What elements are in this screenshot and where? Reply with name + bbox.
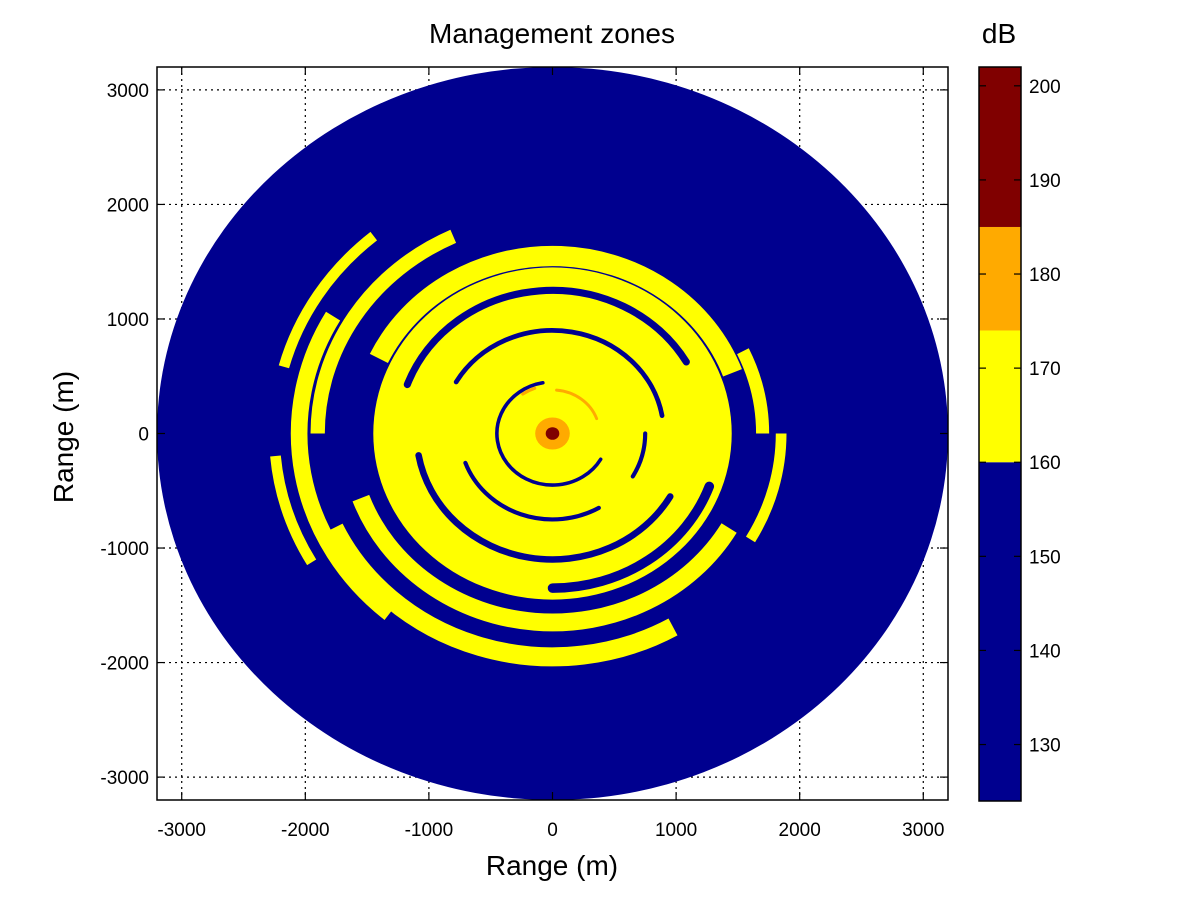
colorbar-band-0 (979, 462, 1021, 801)
x-tick-label-3: 0 (547, 820, 558, 841)
colorbar-tick-label-1: 140 (1029, 641, 1061, 662)
colorbar-band-1 (979, 330, 1021, 463)
zone-arc-yellow-4 (290, 311, 395, 620)
colorbar-tick-label-4: 170 (1029, 359, 1061, 380)
colorbar-tick-label-0: 130 (1029, 736, 1061, 757)
y-tick-label-1: -2000 (100, 654, 149, 675)
zone-arc-blue-5 (495, 380, 603, 487)
x-tick-label-5: 2000 (779, 820, 821, 841)
y-tick-label-5: 2000 (107, 195, 149, 216)
zone-arc-yellow-3 (325, 523, 678, 667)
colorbar-ticks: 130 140 150 160 170 180 190 200 (979, 77, 1061, 757)
chart-title: Management zones (429, 18, 675, 49)
colorbar-band-2 (979, 226, 1021, 331)
zone-arc-blue-2 (453, 328, 665, 418)
plot-area: -3000 -2000 -1000 0 1000 2000 3000 -3000-2000-… (100, 66, 949, 841)
zone-arc-blue-4 (630, 431, 648, 479)
x-tick-label-1: -2000 (281, 820, 330, 841)
colorbar: 130 140 150 160 170 180 190 200 dB (978, 18, 1061, 802)
zone-arc-yellow-6 (270, 455, 317, 566)
x-tick-label-4: 1000 (655, 820, 697, 841)
colorbar-tick-label-2: 150 (1029, 547, 1061, 568)
zone-arc-yellow-1 (352, 494, 737, 632)
colorbar-frame (978, 66, 1022, 802)
y-tick-label-2: -1000 (100, 539, 149, 560)
zone-arc-orange-1 (521, 386, 537, 396)
zone-arc-yellow-2 (310, 229, 457, 434)
y-axis-ticks: -3000 -2000 -1000 0 1000 2000 3000 (100, 81, 948, 789)
y-tick-label-0: -3000 (100, 768, 149, 789)
x-tick-label-6: 3000 (902, 820, 944, 841)
y-tick-label-6: 3000 (107, 81, 149, 102)
x-tick-label-2: -1000 (405, 820, 454, 841)
zone-arc-blue-6 (547, 481, 715, 593)
x-tick-label-0: -3000 (157, 820, 206, 841)
colorbar-band-3 (979, 67, 1021, 227)
zone-arc-orange-0 (555, 388, 599, 421)
colorbar-tick-label-7: 200 (1029, 77, 1061, 98)
source-core (545, 427, 560, 440)
colorbar-tick-label-3: 160 (1029, 453, 1061, 474)
zone-arc-yellow-7 (745, 433, 787, 543)
zone-arc-yellow-0 (369, 245, 742, 377)
y-tick-label-4: 1000 (107, 310, 149, 331)
colorbar-bands (979, 67, 1021, 801)
zone-arc-blue-0 (403, 286, 690, 389)
y-axis-label: Range (m) (48, 371, 79, 503)
zone-arc-blue-1 (415, 452, 674, 563)
colorbar-title: dB (982, 18, 1016, 49)
zone-arc-yellow-8 (737, 348, 770, 434)
y-tick-label-3: 0 (138, 425, 149, 446)
zone-arc-yellow-5 (278, 231, 378, 369)
colorbar-tick-label-5: 180 (1029, 265, 1061, 286)
x-axis-ticks: -3000 -2000 -1000 0 1000 2000 3000 (157, 67, 944, 841)
zone-arc-blue-3 (463, 460, 601, 522)
colorbar-tick-label-6: 190 (1029, 171, 1061, 192)
zones-layer (270, 229, 787, 667)
x-axis-label: Range (m) (486, 850, 618, 881)
